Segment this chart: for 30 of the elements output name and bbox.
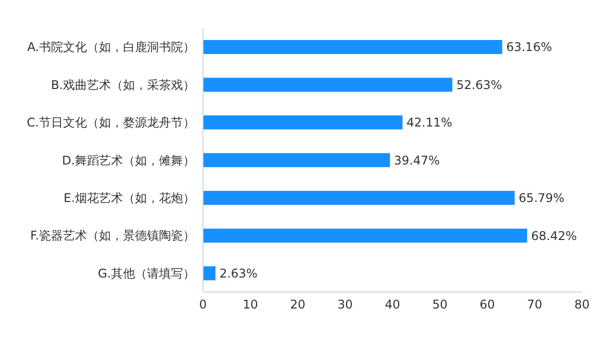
bar — [203, 266, 216, 280]
x-tick-label: 50 — [432, 298, 448, 312]
x-tick-label: 80 — [574, 298, 590, 312]
y-tick-label: E.烟花艺术（如，花炮） — [64, 190, 195, 205]
data-label: 52.63% — [456, 78, 502, 92]
x-tick-label: 10 — [242, 298, 258, 312]
data-label: 63.16% — [506, 40, 552, 54]
bar — [203, 78, 452, 92]
bar — [203, 190, 515, 205]
x-tick-label: 40 — [384, 298, 400, 312]
y-tick-label: D.舞蹈艺术（如，傩舞） — [62, 153, 195, 168]
x-tick-label: 70 — [526, 298, 542, 312]
data-label: 39.47% — [394, 153, 440, 168]
bar — [203, 115, 402, 130]
bar — [203, 228, 528, 243]
data-label: 65.79% — [518, 191, 564, 206]
bar — [203, 153, 390, 168]
data-label: 42.11% — [406, 116, 452, 130]
x-tick-label: 60 — [480, 298, 495, 312]
y-tick-label: C.节日文化（如，婺源龙舟节） — [26, 116, 195, 130]
bar — [203, 40, 502, 54]
data-label: 2.63% — [219, 266, 258, 280]
y-tick-label: A.书院文化（如，白鹿洞书院） — [27, 40, 195, 54]
y-tick-label: B.戏曲艺术（如，采茶戏） — [50, 78, 195, 92]
x-tick-label: 20 — [290, 298, 306, 312]
data-label: 68.42% — [531, 228, 577, 243]
y-tick-label: F.瓷器艺术（如，景德镇陶瓷） — [30, 228, 195, 243]
x-tick-label: 0 — [199, 298, 207, 312]
x-tick-label: 30 — [337, 298, 353, 312]
y-tick-label: G.其他（请填写） — [98, 266, 195, 280]
